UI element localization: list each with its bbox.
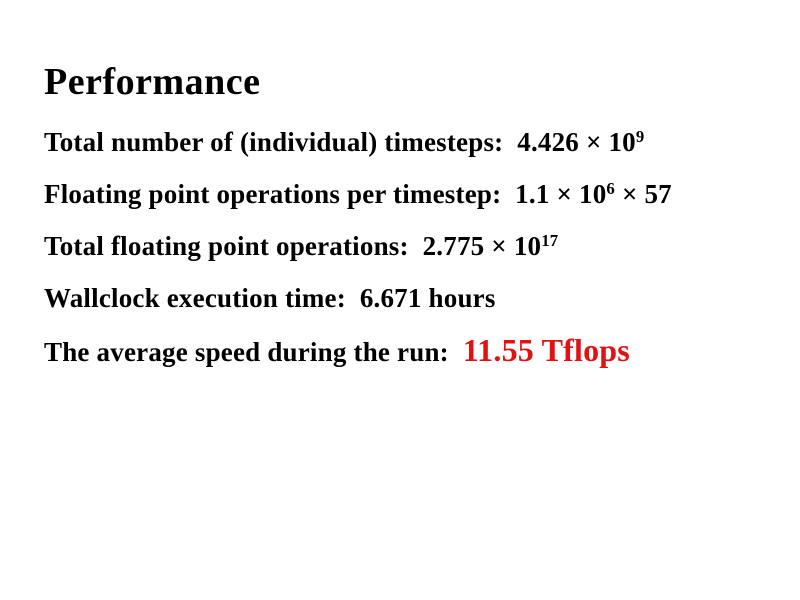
- stat-text: Wallclock execution time: 6.671 hours: [44, 282, 496, 313]
- stat-line-timesteps: Total number of (individual) timesteps: …: [44, 126, 780, 158]
- stat-line-flops-per-timestep: Floating point operations per timestep: …: [44, 178, 780, 210]
- stat-line-total-flops: Total floating point operations: 2.775 ×…: [44, 230, 780, 262]
- stat-text: Total floating point operations: 2.775 ×…: [44, 230, 542, 261]
- superscript-exponent: 9: [635, 126, 645, 146]
- stat-text: Floating point operations per timestep: …: [44, 178, 607, 209]
- superscript-exponent: 6: [606, 178, 615, 198]
- stat-text: × 57: [615, 178, 672, 209]
- stat-line-average-speed: The average speed during the run: 11.55 …: [44, 334, 780, 368]
- highlighted-speed-value: 11.55 Tflops: [462, 331, 630, 368]
- stat-text: The average speed during the run:: [44, 336, 463, 367]
- stat-line-wallclock: Wallclock execution time: 6.671 hours: [44, 282, 780, 314]
- stat-text: Total number of (individual) timesteps: …: [44, 126, 636, 157]
- slide-title: Performance: [44, 61, 261, 103]
- superscript-exponent: 17: [541, 230, 559, 250]
